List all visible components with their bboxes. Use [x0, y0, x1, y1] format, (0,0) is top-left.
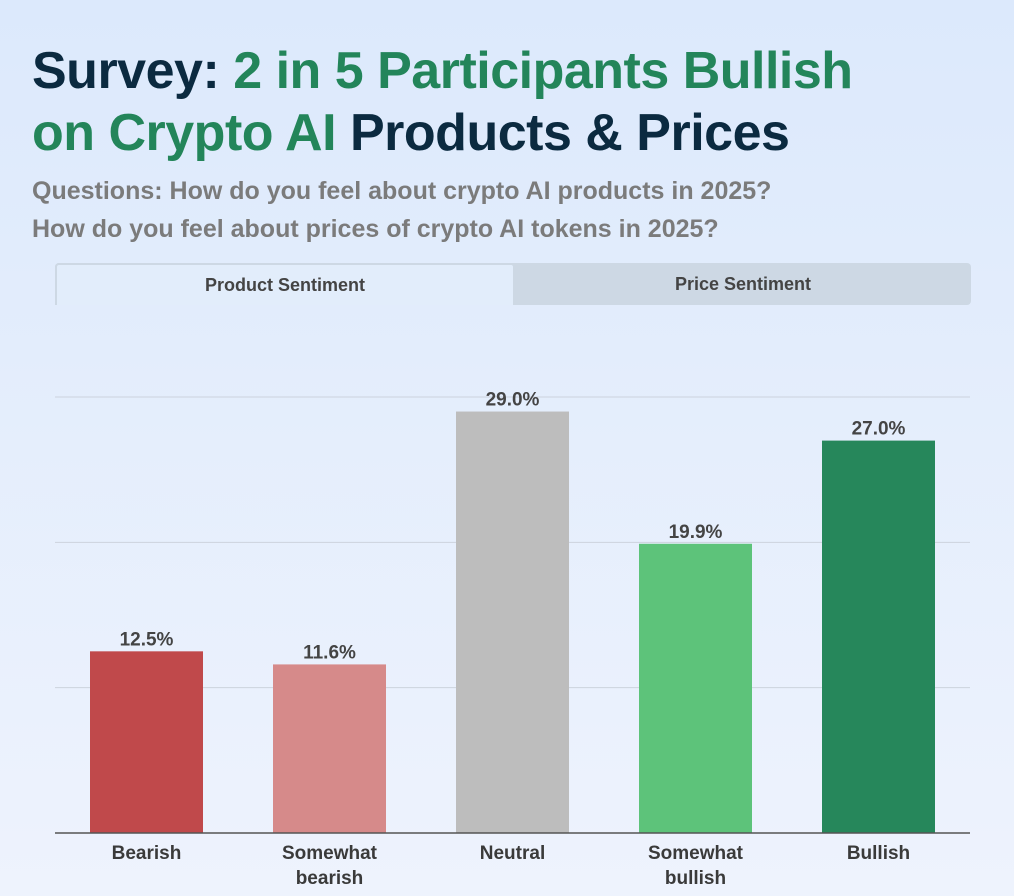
data-label: 27.0%	[852, 419, 906, 440]
subtitle-line-1: Questions: How do you feel about crypto …	[32, 177, 772, 205]
bar	[639, 543, 752, 833]
subtitle-line-2: How do you feel about prices of crypto A…	[32, 215, 719, 243]
category-label: Bearish	[112, 843, 182, 864]
bar	[273, 664, 386, 833]
data-label: 11.6%	[303, 642, 356, 663]
page-title: Survey: 2 in 5 Participants Bullish on Cr…	[32, 42, 853, 162]
bar	[822, 440, 935, 833]
data-label: 12.5%	[120, 629, 174, 650]
data-label: 19.9%	[669, 522, 723, 543]
category-label: Bullish	[847, 843, 910, 864]
category-label: Neutral	[480, 843, 545, 864]
bar	[90, 651, 203, 833]
data-label: 29.0%	[486, 390, 540, 411]
bar	[456, 411, 569, 833]
tab-bar: Product Sentiment Price Sentiment	[55, 263, 971, 305]
category-label: Somewhat	[648, 843, 744, 864]
tab-price-sentiment[interactable]: Price Sentiment	[674, 273, 812, 294]
category-label: bearish	[296, 868, 364, 889]
category-label: Somewhat	[282, 843, 378, 864]
subtitle: Questions: How do you feel about crypto …	[32, 172, 771, 248]
category-label: bullish	[665, 868, 726, 889]
tab-product-sentiment[interactable]: Product Sentiment	[55, 263, 515, 305]
